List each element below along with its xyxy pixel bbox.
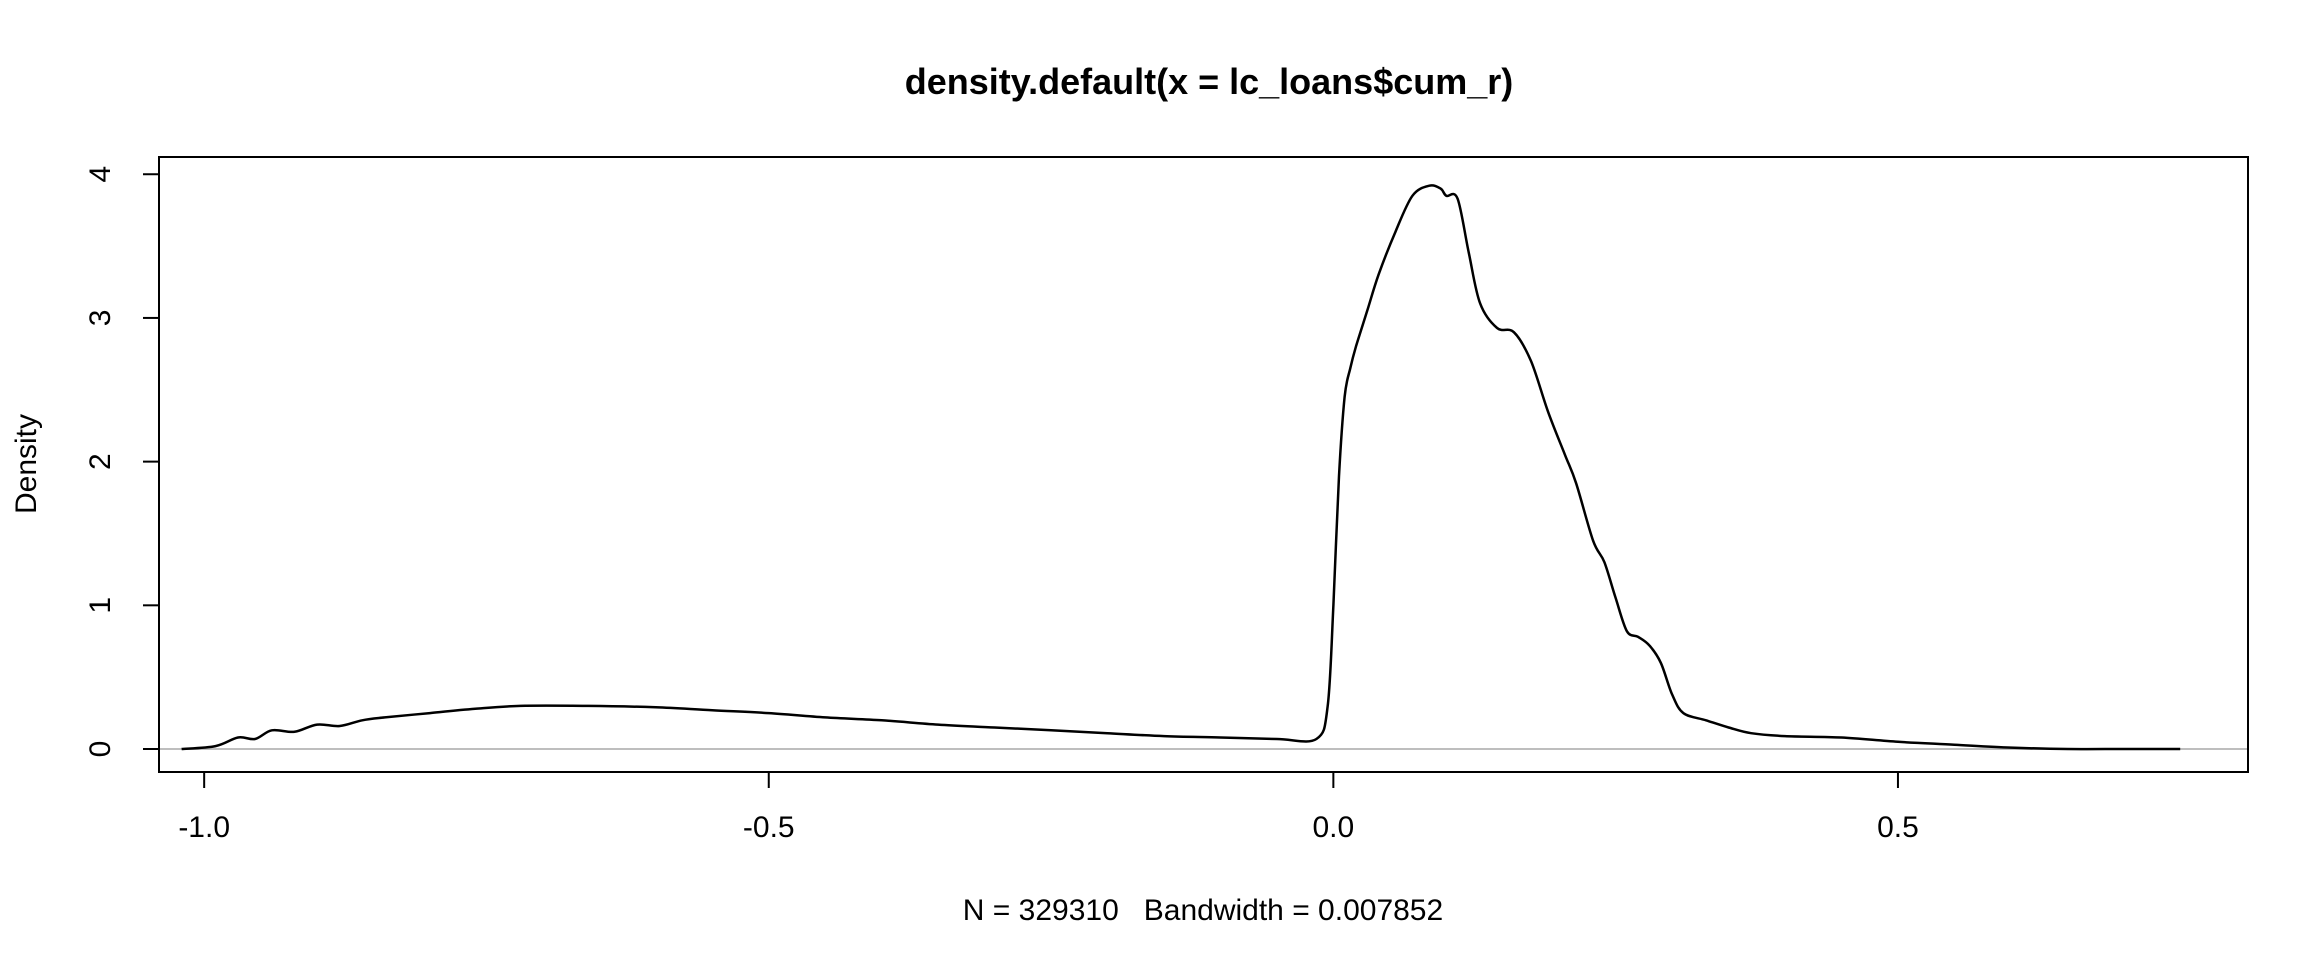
y-tick-label: 2 <box>84 453 117 470</box>
chart-title: density.default(x = lc_loans$cum_r) <box>905 61 1514 102</box>
x-tick-label: -0.5 <box>743 811 795 844</box>
x-tick-label: 0.0 <box>1312 811 1354 844</box>
density-line-0 <box>181 184 2181 751</box>
x-axis-label: N = 329310 Bandwidth = 0.007852 <box>963 894 1443 927</box>
x-tick-label: -1.0 <box>178 811 230 844</box>
y-tick-label: 1 <box>84 597 117 614</box>
y-tick-label: 0 <box>84 741 117 758</box>
series-layer <box>181 184 2181 751</box>
y-axis: 0 1 2 3 4 <box>84 166 160 758</box>
y-axis-label: Density <box>10 414 43 514</box>
plot-frame <box>158 156 2249 773</box>
x-tick-label: 0.5 <box>1877 811 1919 844</box>
y-tick-label: 3 <box>84 310 117 327</box>
x-axis: -1.0 -0.5 0.0 0.5 <box>178 771 1919 844</box>
y-tick-label: 4 <box>84 166 117 183</box>
